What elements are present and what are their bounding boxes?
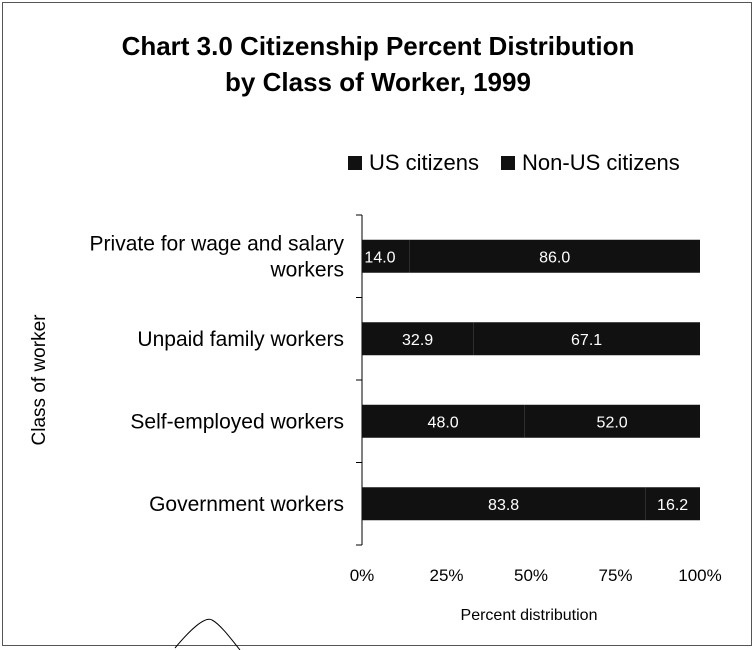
chart-title-line-1: Chart 3.0 Citizenship Percent Distributi… (121, 31, 635, 61)
bar-value-label: 16.2 (657, 497, 688, 514)
bar-segment-us-citizens (362, 404, 525, 438)
chart-title: Chart 3.0 Citizenship Percent Distributi… (0, 28, 756, 100)
category-label: Private for wage and salary (90, 232, 345, 255)
legend-item-us-citizens: US citizens (348, 150, 479, 176)
bar-value-label: 83.8 (488, 497, 519, 514)
scribble-decoration (174, 618, 241, 650)
bar-segment-us-citizens (362, 322, 474, 356)
chart-legend: US citizens Non-US citizens (348, 150, 702, 176)
x-tick-label: 100% (678, 566, 721, 585)
x-tick-label: 25% (429, 566, 463, 585)
category-label: Government workers (149, 493, 344, 516)
bar-value-label: 52.0 (597, 414, 628, 431)
bar-value-label: 14.0 (364, 249, 395, 266)
legend-label-us-citizens: US citizens (369, 150, 480, 175)
bar-value-label: 48.0 (428, 414, 459, 431)
x-tick-label: 50% (514, 566, 548, 585)
bar-segment-us-citizens (362, 487, 646, 521)
x-tick-label: 0% (350, 566, 375, 585)
bar-segment-non-us-citizens (645, 487, 700, 521)
y-axis-label: Class of worker (29, 314, 50, 446)
legend-item-non-us-citizens: Non-US citizens (501, 150, 680, 176)
x-tick-label: 75% (598, 566, 632, 585)
legend-label-non-us-citizens: Non-US citizens (522, 150, 680, 175)
bar-value-label: 32.9 (402, 332, 433, 349)
bar-segment-non-us-citizens (473, 322, 700, 356)
bar-segment-us-citizens (362, 239, 410, 273)
bar-segment-non-us-citizens (524, 404, 700, 438)
legend-swatch-non-us-citizens (501, 156, 516, 170)
category-label: Unpaid family workers (137, 328, 344, 351)
x-axis-label: Percent distribution (461, 607, 598, 624)
bar-value-label: 67.1 (571, 332, 602, 349)
category-label: workers (269, 258, 344, 281)
bar-value-label: 86.0 (539, 249, 570, 266)
category-label: Self-employed workers (130, 410, 344, 433)
chart-title-line-2: by Class of Worker, 1999 (225, 67, 531, 97)
legend-swatch-us-citizens (348, 156, 362, 170)
bar-segment-non-us-citizens (409, 239, 700, 273)
